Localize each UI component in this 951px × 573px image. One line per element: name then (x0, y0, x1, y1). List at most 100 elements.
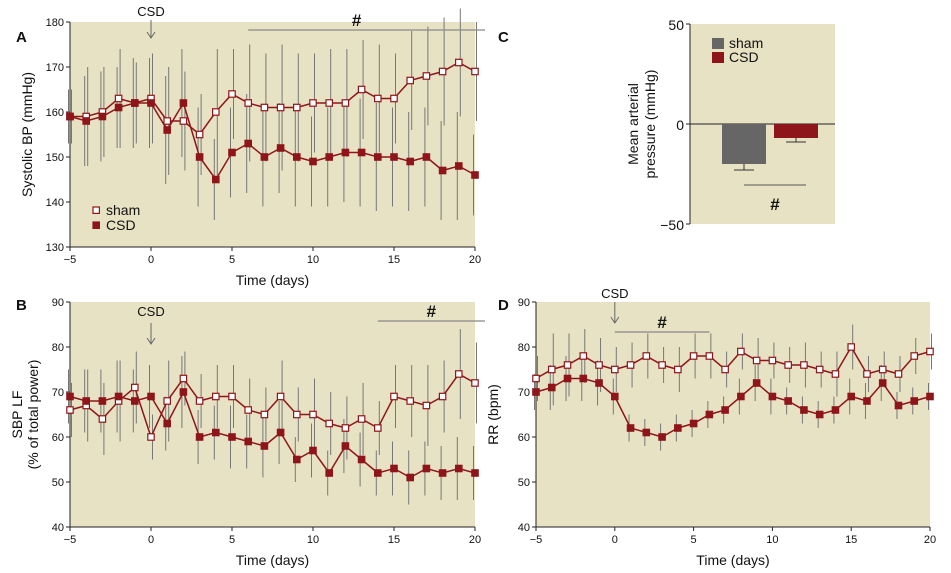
panel-a-legend-csd-marker (92, 221, 101, 230)
panel-b-ytick-label: 70 (52, 387, 64, 399)
panel-a-y-axis-label: Systolic BP (mmHg) (19, 72, 35, 197)
panel-d-ytick-label: 50 (518, 477, 530, 489)
panel-b-ytick-label: 40 (52, 522, 64, 534)
panel-a-csd-point (438, 166, 447, 175)
panel-d-sham-point (815, 365, 824, 374)
panel-d-sham-point (878, 365, 887, 374)
panel-d-sham-point (532, 374, 540, 383)
panel-a-ytick-label: 170 (46, 62, 64, 74)
panel-a-sham-point (293, 103, 301, 112)
panel-b-xtick-label: 5 (229, 534, 235, 546)
panel-b-sham-point (293, 410, 301, 419)
panel-c-legend-csd-swatch (712, 52, 724, 63)
panel-d-csd-point (721, 406, 729, 414)
panel-b-csd-point (114, 392, 123, 401)
panel-a-sham-point (163, 117, 172, 125)
panel-b-csd-point (228, 433, 236, 441)
panel-d-sham-point (563, 361, 572, 369)
panel-c-y-axis-label-line1: Mean arterial (625, 83, 641, 165)
panel-d-sham-point (768, 356, 777, 365)
panel-d-sham-point (910, 352, 919, 360)
panel-c-legend-sham-swatch (712, 38, 724, 49)
panel-c-y-axis-label-line2: pressure (mmHg) (642, 70, 658, 179)
panel-b-sham-point (438, 392, 447, 401)
panel-a-csd-point (147, 99, 155, 107)
panel-b-sham-point (179, 374, 188, 383)
panel-d-csd-point (910, 397, 919, 405)
panel-d-csd-point (674, 424, 682, 432)
panel-d-sham-point (784, 361, 792, 369)
panel-a-legend-csd-label: CSD (106, 217, 136, 233)
panel-d-sham-point (547, 365, 556, 374)
panel-d-sham-point (674, 365, 682, 374)
panel-d-letter: D (498, 297, 509, 314)
panel-b-csd-point (66, 392, 74, 401)
panel-b-event-label: CSD (137, 304, 164, 319)
panel-a-ytick-label: 180 (46, 17, 64, 29)
panel-a-significance-mark: # (352, 11, 362, 30)
panel-b-sham-point (406, 397, 415, 405)
panel-a-xtick-label: 5 (229, 254, 235, 266)
panel-b-letter: B (16, 297, 27, 314)
panel-d-sham-point (658, 361, 666, 369)
panel-d-sham-point (689, 352, 698, 360)
panel-b-sham-point (244, 406, 253, 414)
panel-b-csd-point (325, 469, 334, 477)
panel-a-csd-point (276, 144, 285, 152)
panel-d-sham-point (579, 352, 588, 360)
panel-b-csd-point (341, 442, 350, 450)
panel-d-csd-point (658, 433, 666, 441)
panel-d-sham-point (800, 361, 808, 369)
panel-a-sham-point (114, 94, 123, 103)
panel-d-event-arrowhead (610, 316, 620, 324)
panel-b-csd-point (293, 455, 301, 464)
panel-a-xtick-label: 20 (469, 254, 481, 266)
panel-d-csd-point (737, 392, 745, 401)
panel-d-y-axis-label: RR (bpm) (485, 384, 501, 445)
panel-a-sham-point (471, 67, 479, 76)
panel-d-csd-point (847, 392, 856, 401)
panel-a-csd-point (390, 153, 398, 161)
panel-b-sham-point (455, 370, 463, 378)
panel-a-csd-point (66, 112, 74, 121)
panel-d-sham-point (595, 361, 603, 369)
panel-b-csd-point (374, 469, 382, 477)
panel-b-y-axis-label-line1: SBP LF (9, 391, 25, 439)
panel-a-sham-point (260, 103, 269, 112)
panel-d-sham-point (737, 347, 745, 356)
panel-b-sham-point (276, 392, 285, 401)
panel-d-ytick-label: 70 (518, 387, 530, 399)
panel-b-sham-point (341, 424, 350, 432)
panel-d-sham-point (863, 370, 871, 378)
panel-b-xtick-label: 0 (148, 534, 154, 546)
panel-b-sham-point (325, 419, 334, 428)
panel-a-xtick-label: 10 (307, 254, 319, 266)
panel-d-csd-point (831, 406, 840, 414)
panel-a-sham-point (309, 99, 317, 107)
panel-b-csd-point (131, 397, 139, 405)
panel-a-csd-point (374, 153, 382, 161)
panel-c-bar-sham (722, 124, 766, 164)
panel-a-csd-point (244, 139, 253, 148)
panel-b-significance-mark: # (427, 302, 437, 321)
panel-a-sham-point (438, 67, 447, 76)
panel-a-csd-point (422, 153, 431, 161)
panel-d-sham-point (926, 347, 934, 356)
panel-c-significance-mark: # (770, 195, 780, 214)
panel-d-plot-area (536, 302, 930, 527)
panel-d-x-axis-label: Time (days) (696, 552, 769, 568)
panel-b-sham-point (390, 392, 398, 401)
panel-b-csd-point (357, 455, 366, 464)
panel-a-csd-point (455, 162, 463, 170)
panel-a-csd-point (163, 126, 172, 134)
panel-d-sham-point (831, 370, 840, 378)
panel-b-csd-point (179, 388, 188, 396)
panel-b-csd-point (406, 473, 415, 482)
panel-d-xtick-label: 20 (924, 534, 936, 546)
panel-b-csd-point (260, 442, 269, 450)
panel-b-y-axis-label-line2: (% of total power) (25, 360, 41, 470)
panel-b-sham-point (131, 383, 139, 392)
panel-b-csd-point (147, 392, 155, 401)
panel-d-csd-point (815, 410, 824, 419)
panel-c-ytick-label: 0 (676, 117, 684, 133)
